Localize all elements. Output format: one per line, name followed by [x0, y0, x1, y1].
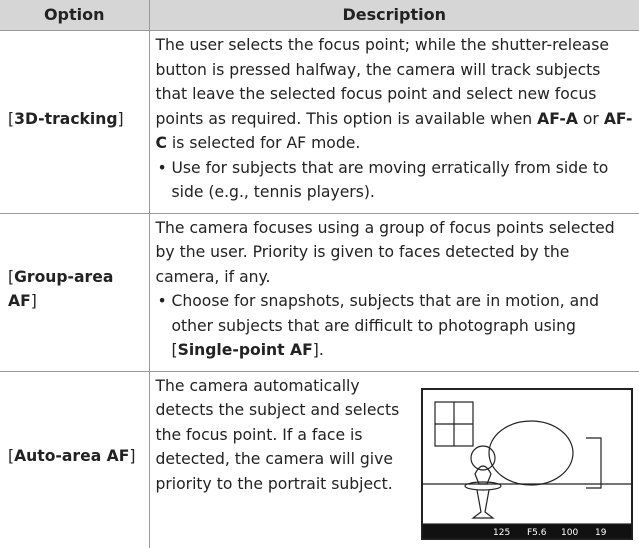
flowers — [470, 444, 496, 471]
text: [ — [8, 109, 15, 128]
header-cell: Option — [0, 0, 150, 31]
paragraph: The user selects the focus point; while … — [156, 33, 634, 156]
bold-text: AF-C — [155, 109, 633, 153]
bold-text: AF-A — [537, 109, 578, 128]
text: The user selects the focus point; while … — [155, 36, 609, 128]
bullet-item: Use for subjects that are moving erratic… — [156, 156, 634, 205]
option-cell: [Group-area AF] — [0, 212, 150, 371]
header-row: Option Description — [0, 0, 639, 31]
text: or — [577, 109, 604, 128]
paragraph: The camera automatically detects the sub… — [156, 374, 634, 497]
bold-text: Group-area AF — [8, 267, 114, 311]
readout-text: F5.6 — [527, 528, 547, 538]
description-cell: The camera focuses using a group of focu… — [149, 212, 639, 371]
table-top — [464, 480, 502, 491]
text: ] — [129, 447, 136, 466]
text: ] — [30, 292, 37, 310]
text: Choose for snapshots, subjects that are … — [171, 292, 600, 359]
table-body: [3D-tracking] The user selects the focus … — [0, 30, 639, 548]
paragraph: The camera focuses using a group of focu… — [156, 216, 634, 290]
table-row: [3D-tracking] The user selects the focus … — [0, 30, 639, 213]
readout-text: 125 — [493, 528, 510, 538]
header-cell: Description — [149, 0, 639, 31]
viewfinder-illustration: 125 F5.6 100 19 — [421, 387, 633, 540]
text: ]. — [312, 341, 324, 359]
readout-text: 19 — [595, 528, 607, 538]
text: ] — [117, 109, 124, 128]
bold-text: 3D-tracking — [14, 109, 118, 128]
bullet-item: Choose for snapshots, subjects that are … — [156, 289, 634, 363]
text: [ — [8, 447, 15, 466]
bold-text: Single-point AF — [177, 341, 313, 359]
readout-text: 100 — [561, 528, 578, 538]
focus-bracket — [586, 436, 602, 489]
description-cell: The user selects the focus point; while … — [149, 30, 639, 213]
table-leg — [471, 489, 495, 519]
table-row: [Group-area AF] The camera focuses using … — [0, 212, 639, 371]
table-row: [Auto-area AF] 125 F5.6 100 19 The camera aut… — [0, 370, 639, 548]
text: is selected for AF mode. — [166, 134, 361, 152]
text: The camera focuses using a group of focu… — [155, 218, 615, 286]
head — [488, 419, 574, 486]
bold-text: Auto-area AF — [14, 447, 130, 466]
text: [ — [8, 267, 15, 286]
text: Use for subjects that are moving erratic… — [171, 158, 609, 202]
vase — [474, 464, 492, 485]
option-cell: [3D-tracking] — [0, 30, 150, 213]
description-cell: 125 F5.6 100 19 The camera automatically det… — [149, 370, 639, 548]
option-cell: [Auto-area AF] — [0, 370, 150, 548]
status-bar — [421, 522, 633, 540]
text: The camera automatically detects the sub… — [155, 376, 400, 493]
